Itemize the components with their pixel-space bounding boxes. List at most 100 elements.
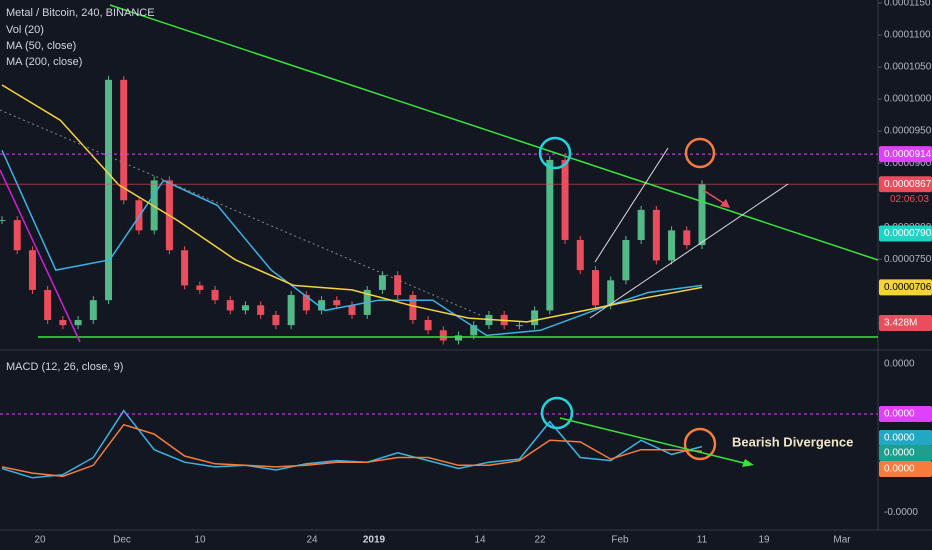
x-tick-label: Feb bbox=[611, 535, 629, 546]
candle-body bbox=[13, 220, 21, 251]
study-label: Vol (20) bbox=[6, 24, 44, 36]
x-tick-label: 14 bbox=[474, 535, 486, 546]
candle-body bbox=[287, 295, 295, 326]
highlight-circle bbox=[683, 427, 717, 461]
magenta-trendline bbox=[0, 169, 81, 343]
candle-body bbox=[424, 320, 432, 331]
countdown: 02:06:03 bbox=[890, 194, 929, 205]
candle-body bbox=[409, 295, 417, 321]
highlight-circle bbox=[684, 137, 716, 169]
candle-body bbox=[607, 280, 615, 306]
x-tick-label: 22 bbox=[534, 535, 546, 546]
price-tag bbox=[879, 406, 932, 422]
axes: 0.0001150 0.0001100 0.0001050 0.0001000 0.00… bbox=[34, 0, 932, 546]
candle-body bbox=[196, 285, 204, 290]
candle-body bbox=[668, 230, 676, 261]
candle-body bbox=[302, 295, 310, 311]
y-tick-label: 0.0000 bbox=[884, 358, 915, 369]
candle-body bbox=[546, 159, 554, 311]
price-tag bbox=[879, 176, 932, 193]
study-label: MA (200, close) bbox=[6, 56, 82, 68]
candle-body bbox=[531, 310, 539, 326]
x-tick-label: Mar bbox=[833, 535, 851, 546]
annotation: Bearish Divergence bbox=[732, 434, 853, 449]
candle-body bbox=[272, 314, 280, 326]
symbol-title: Metal / Bitcoin, 240, BINANCE bbox=[6, 7, 155, 19]
x-tick-label: 20 bbox=[34, 535, 46, 546]
y-tick-label: 0.0001150 bbox=[884, 0, 931, 9]
price-tag-label: 0.0000867 bbox=[884, 179, 932, 190]
indicator-line bbox=[1, 84, 703, 323]
price-tag-label: 0.0000914 bbox=[884, 149, 932, 160]
candle-body bbox=[561, 159, 569, 240]
y-tick-label: 0.0001100 bbox=[884, 30, 931, 41]
x-tick-label: 24 bbox=[306, 535, 318, 546]
candle-body bbox=[470, 325, 478, 336]
plot-area bbox=[0, 75, 878, 479]
countdown-tag bbox=[879, 192, 932, 207]
x-tick-label: 19 bbox=[758, 535, 770, 546]
candle-body bbox=[241, 305, 249, 311]
candle-body bbox=[515, 325, 523, 327]
price-tag bbox=[879, 461, 932, 477]
price-tag bbox=[879, 146, 932, 163]
price-tag bbox=[879, 430, 932, 446]
price-tag bbox=[879, 315, 932, 331]
price-tag bbox=[879, 279, 932, 296]
arrow-head bbox=[742, 459, 754, 467]
y-tick-label: 0.0000750 bbox=[884, 254, 932, 265]
arrow-head bbox=[720, 199, 730, 208]
candle-body bbox=[28, 250, 36, 290]
candle-body bbox=[105, 79, 113, 301]
price-tag-label: 0.0000790 bbox=[884, 228, 932, 239]
highlight-circle bbox=[538, 136, 572, 170]
price-tag-label: 3.428M bbox=[884, 318, 917, 329]
dotted-trendline bbox=[0, 109, 481, 316]
indicator-line bbox=[1, 149, 703, 337]
candle-body bbox=[211, 289, 219, 301]
candle-body bbox=[455, 335, 463, 341]
candle-body bbox=[439, 330, 447, 341]
y-tick-label: -0.0000 bbox=[884, 507, 918, 518]
candle-body bbox=[622, 239, 630, 281]
candle-body bbox=[591, 270, 599, 306]
candle-body bbox=[74, 320, 82, 326]
x-tick-label: 11 bbox=[697, 535, 708, 546]
candle-body bbox=[257, 305, 265, 315]
candle-body bbox=[394, 275, 402, 296]
price-tag-label: 0.0000706 bbox=[884, 282, 932, 293]
candle-body bbox=[181, 250, 189, 286]
price-tag-label: 0.0000 bbox=[884, 433, 915, 444]
channel-line bbox=[594, 147, 669, 263]
channel-line bbox=[589, 183, 789, 319]
y-tick-label: 0.0001000 bbox=[884, 94, 932, 105]
highlight-circle bbox=[540, 396, 574, 430]
candle-body bbox=[0, 220, 6, 222]
candle-body bbox=[652, 209, 660, 261]
price-tag bbox=[879, 225, 932, 242]
study-label: MACD (12, 26, close, 9) bbox=[6, 361, 123, 373]
price-tag-label: 0.0000 bbox=[884, 448, 915, 459]
down-trendline bbox=[109, 4, 879, 261]
candle-body bbox=[348, 305, 356, 315]
y-tick-label: 0.0001050 bbox=[884, 62, 932, 73]
indicator-line bbox=[1, 423, 703, 478]
candle-body bbox=[120, 79, 128, 201]
study-label: MA (50, close) bbox=[6, 40, 76, 52]
x-tick-label: Dec bbox=[113, 535, 131, 546]
y-tick-label: 0.0000950 bbox=[884, 126, 932, 137]
candle-body bbox=[226, 300, 234, 311]
candle-body bbox=[150, 180, 158, 231]
x-tick-label: 10 bbox=[194, 535, 206, 546]
candle-body bbox=[698, 184, 706, 246]
candle-body bbox=[318, 300, 326, 311]
candle-body bbox=[89, 300, 97, 321]
candle-body bbox=[637, 209, 645, 240]
divergence-arrow bbox=[559, 417, 749, 465]
x-tick-label: 2019 bbox=[363, 535, 386, 546]
candle-body bbox=[59, 320, 67, 326]
candle-body bbox=[333, 300, 341, 306]
price-tag bbox=[879, 445, 932, 461]
